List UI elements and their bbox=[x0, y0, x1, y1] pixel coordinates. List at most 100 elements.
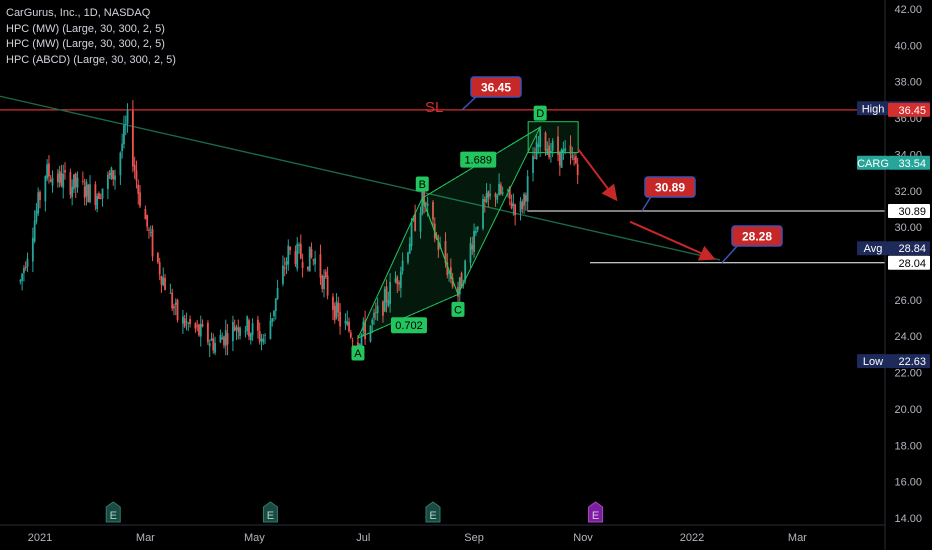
reversal-zone-box bbox=[527, 121, 579, 154]
legend-indicator-1[interactable]: HPC (MW) (Large, 30, 300, 2, 5) bbox=[6, 22, 165, 35]
candle-body bbox=[446, 262, 449, 276]
candle-body bbox=[551, 141, 554, 151]
y-tick-label: 38.00 bbox=[894, 77, 922, 89]
target2-price-value: 28.04 bbox=[898, 258, 926, 270]
candle-body bbox=[244, 331, 247, 333]
pattern-point-badge bbox=[533, 105, 547, 121]
candle-body bbox=[99, 197, 102, 199]
target1-callout-text: 30.89 bbox=[655, 181, 685, 195]
candle-body bbox=[312, 259, 315, 261]
candle-body bbox=[37, 192, 40, 214]
candle-body bbox=[124, 124, 127, 126]
earnings-marker[interactable] bbox=[105, 501, 121, 523]
candle-body bbox=[173, 306, 175, 309]
candle-body bbox=[351, 340, 354, 342]
stop-callout-box bbox=[470, 76, 522, 98]
candlesticks bbox=[19, 100, 579, 358]
candle-body bbox=[94, 184, 97, 206]
candle-body bbox=[182, 316, 184, 324]
candle-body bbox=[87, 184, 90, 203]
candle-body bbox=[537, 144, 540, 147]
candle-body bbox=[571, 155, 574, 158]
candle-body bbox=[485, 193, 488, 203]
candle-body bbox=[462, 284, 465, 286]
earnings-marker[interactable] bbox=[262, 501, 278, 523]
candle-body bbox=[369, 325, 372, 342]
candle-body bbox=[308, 246, 311, 272]
candle-body bbox=[210, 338, 213, 341]
earnings-marker-label: E bbox=[110, 510, 117, 522]
x-tick-label: 2021 bbox=[28, 532, 52, 544]
last-price-tag bbox=[888, 155, 930, 170]
x-tick-label: May bbox=[244, 532, 265, 544]
candle-body bbox=[156, 252, 159, 263]
target2-callout-box bbox=[731, 225, 783, 247]
avg-price-label-bg bbox=[857, 241, 888, 256]
candle-body bbox=[574, 156, 577, 164]
candle-body bbox=[83, 186, 86, 198]
candle-body bbox=[201, 324, 204, 327]
candle-body bbox=[323, 275, 325, 289]
pattern-point-label: C bbox=[454, 304, 462, 316]
candle-body bbox=[289, 247, 291, 250]
candle-body bbox=[521, 201, 524, 210]
candle-body bbox=[346, 321, 349, 325]
candle-body bbox=[35, 210, 38, 222]
candle-body bbox=[46, 164, 49, 179]
candle-body bbox=[69, 172, 72, 195]
candle-body bbox=[137, 184, 140, 194]
candle-body bbox=[376, 305, 379, 314]
candle-body bbox=[276, 288, 279, 300]
candle-body bbox=[398, 282, 400, 285]
candle-body bbox=[135, 170, 138, 181]
legend-indicator-2[interactable]: HPC (MW) (Large, 30, 300, 2, 5) bbox=[6, 38, 165, 50]
candle-body bbox=[533, 158, 536, 160]
candle-body bbox=[232, 321, 234, 342]
sl-label: SL bbox=[425, 99, 443, 116]
candle-body bbox=[371, 319, 374, 325]
pattern-point-badge bbox=[451, 301, 465, 317]
x-tick-label: Jul bbox=[356, 532, 370, 544]
target1-price-tag bbox=[888, 203, 930, 218]
candle-body bbox=[89, 184, 91, 202]
y-tick-label: 30.00 bbox=[894, 222, 922, 234]
candle-body bbox=[473, 230, 475, 252]
earnings-marker[interactable] bbox=[425, 501, 441, 523]
candle-body bbox=[248, 320, 250, 337]
candle-body bbox=[523, 193, 525, 206]
candle-body bbox=[171, 292, 174, 309]
candle-body bbox=[539, 128, 542, 148]
candle-body bbox=[564, 148, 567, 152]
candle-body bbox=[412, 217, 415, 221]
candle-body bbox=[219, 335, 222, 343]
candle-body bbox=[162, 277, 165, 286]
stop-price-value: 36.45 bbox=[898, 105, 926, 117]
candle-body bbox=[576, 164, 579, 176]
x-tick-label: 2022 bbox=[680, 532, 704, 544]
y-tick-label: 22.00 bbox=[894, 368, 922, 380]
candle-body bbox=[139, 192, 141, 207]
candle-body bbox=[294, 251, 297, 265]
candle-body bbox=[260, 338, 263, 341]
avg-price-value: 28.84 bbox=[898, 243, 926, 255]
earnings-marker[interactable] bbox=[588, 501, 604, 523]
candle-body bbox=[348, 321, 350, 332]
candle-body bbox=[148, 229, 150, 231]
candle-body bbox=[324, 271, 327, 278]
candle-body bbox=[151, 229, 154, 257]
candle-body bbox=[131, 110, 134, 167]
x-tick-label: Sep bbox=[464, 532, 484, 544]
candle-body bbox=[364, 320, 367, 340]
last-price-label-bg bbox=[857, 155, 888, 170]
candle-body bbox=[283, 267, 286, 269]
target2-callout-pointer bbox=[721, 243, 740, 264]
candle-body bbox=[357, 342, 359, 348]
candle-body bbox=[121, 143, 124, 152]
candle-body bbox=[198, 324, 200, 336]
candle-body bbox=[62, 174, 65, 188]
last-price-value: 33.54 bbox=[898, 158, 926, 170]
candle-body bbox=[235, 327, 238, 330]
legend-indicator-3[interactable]: HPC (ABCD) (Large, 30, 300, 2, 5) bbox=[6, 53, 176, 66]
candle-body bbox=[108, 172, 111, 176]
